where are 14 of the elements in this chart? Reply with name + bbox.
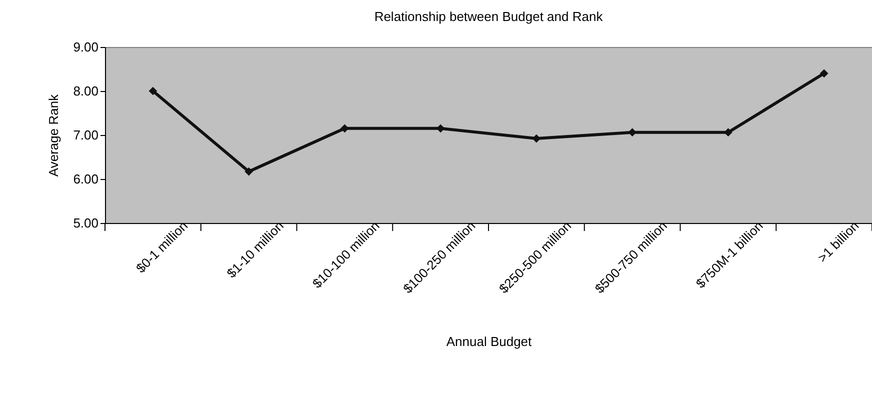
y-tick-label: 9.00 — [73, 40, 98, 54]
point — [244, 167, 253, 176]
point — [724, 128, 732, 137]
point — [628, 128, 636, 137]
y-tick-label: 6.00 — [73, 172, 98, 186]
point — [340, 124, 349, 133]
y-tick-label: 8.00 — [73, 84, 98, 98]
point — [148, 86, 158, 96]
y-tick-label: 5.00 — [73, 216, 98, 230]
chart-title: Relationship between Budget and Rank — [374, 9, 604, 24]
y-tick-label: 7.00 — [73, 128, 98, 142]
x-axis-title: Annual Budget — [446, 334, 532, 350]
point — [820, 69, 828, 78]
y-axis-title: Average Rank — [46, 94, 62, 177]
